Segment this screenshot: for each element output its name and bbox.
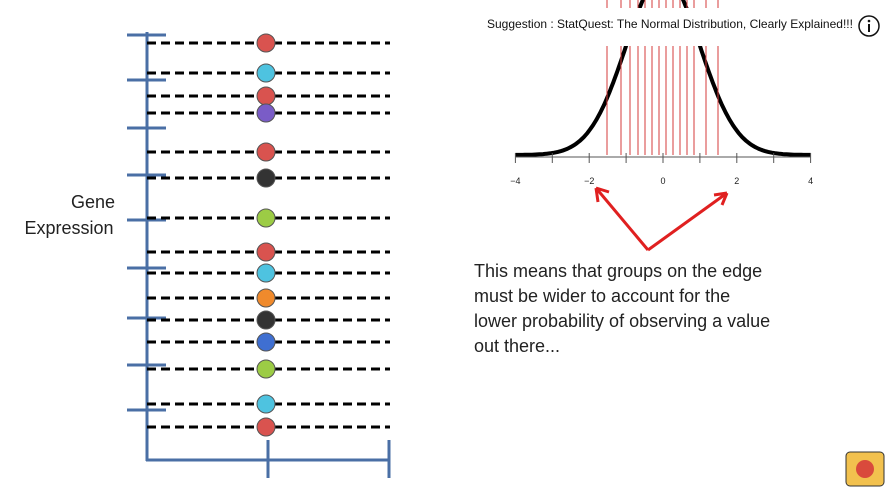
- suggestion-text[interactable]: Suggestion : StatQuest: The Normal Distr…: [487, 17, 853, 31]
- logo-mark: [856, 460, 874, 478]
- normal-distribution-plot: −4 −2 0 2 4 This means that groups on the edg…: [474, 0, 813, 356]
- explanation-text: This means that groups on the edge: [474, 261, 762, 281]
- data-dot: [256, 63, 276, 83]
- data-dot: [256, 103, 276, 123]
- data-dot: [256, 332, 276, 352]
- data-dot: [256, 288, 276, 308]
- data-dot: [256, 142, 276, 162]
- data-dot: [256, 86, 276, 106]
- axis-label: −2: [584, 176, 594, 186]
- explanation-text: out there...: [474, 336, 560, 356]
- y-axis-label: Gene: [71, 192, 115, 212]
- gene-expression-diagram: Gene Expression: [24, 32, 391, 478]
- data-dot: [256, 168, 276, 188]
- bell-curve: [515, 0, 811, 157]
- data-dot: [256, 242, 276, 262]
- data-dot: [256, 359, 276, 379]
- data-dot: [256, 417, 276, 437]
- axis-label: 0: [660, 176, 665, 186]
- data-dot: [256, 33, 276, 53]
- explanation-text: lower probability of observing a value: [474, 311, 770, 331]
- axis-label: 2: [734, 176, 739, 186]
- info-dot: [867, 19, 871, 23]
- axis-label: −4: [510, 176, 520, 186]
- explanation-text: must be wider to account for the: [474, 286, 730, 306]
- data-dot: [256, 263, 276, 283]
- channel-logo[interactable]: [845, 451, 885, 487]
- data-dot: [256, 208, 276, 228]
- axis-label: 4: [808, 176, 813, 186]
- data-dot: [256, 394, 276, 414]
- info-button[interactable]: [858, 15, 880, 37]
- suggestion-bar: [478, 8, 892, 46]
- data-dot: [256, 310, 276, 330]
- y-axis-label: Expression: [24, 218, 113, 238]
- arrows: [594, 186, 729, 252]
